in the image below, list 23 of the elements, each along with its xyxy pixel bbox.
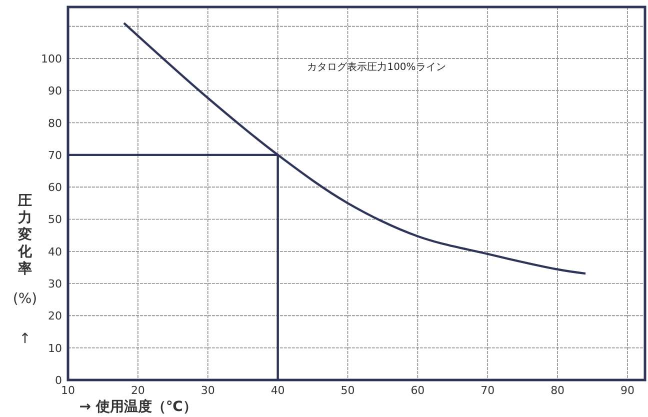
x-tick-label: 80 [550, 384, 565, 397]
y-tick-label: 60 [48, 181, 62, 194]
y-tick-label: 30 [48, 278, 62, 291]
x-tick-label: 40 [270, 384, 285, 397]
x-tick-label: 20 [130, 384, 145, 397]
x-axis-title: → 使用温度（℃） [79, 398, 197, 415]
y-tick-label: 100 [41, 52, 62, 66]
x-tick-label: 10 [61, 384, 75, 397]
y-tick-label: 40 [48, 245, 62, 258]
x-tick-label: 70 [480, 384, 495, 397]
text: 圧力変化率 (%) ↑ [12, 193, 38, 347]
y-tick-label: 90 [48, 84, 62, 98]
x-tick-label: 30 [200, 384, 215, 397]
y-tick-label: 20 [48, 310, 62, 323]
y-tick-label: 80 [48, 116, 62, 130]
x-tick-label: 60 [410, 384, 425, 397]
x-tick-label: 90 [620, 384, 635, 397]
y-tick-label: 10 [48, 342, 62, 355]
annotation: カタログ表示圧力100%ライン [307, 61, 446, 73]
x-tick-label: 50 [340, 384, 355, 397]
y-tick-label: 50 [48, 213, 62, 226]
y-tick-label: 70 [48, 148, 62, 162]
y-tick-label: 0 [55, 374, 62, 387]
